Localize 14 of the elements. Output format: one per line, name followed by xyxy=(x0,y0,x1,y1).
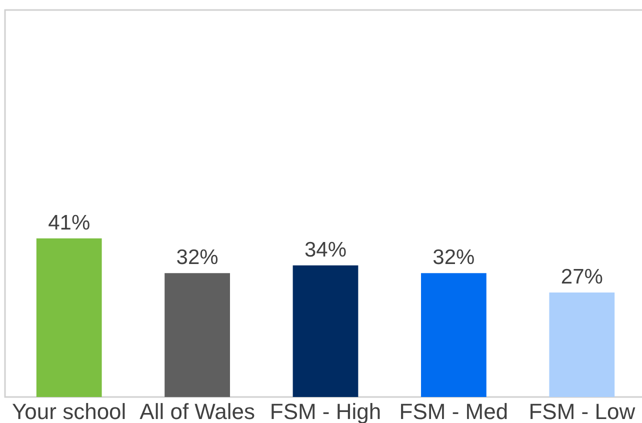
data-label: 27% xyxy=(560,266,603,289)
bar xyxy=(549,292,615,397)
bar xyxy=(164,273,230,397)
data-label: 41% xyxy=(48,211,90,234)
data-label: 32% xyxy=(432,246,475,270)
bar xyxy=(36,238,102,397)
bar xyxy=(421,273,486,397)
data-label: 34% xyxy=(304,238,347,262)
x-tick-label: Your school xyxy=(12,399,126,423)
x-tick-label: All of Wales xyxy=(140,399,255,423)
data-label: 32% xyxy=(176,246,218,270)
x-tick-label: FSM - Med xyxy=(399,399,508,423)
x-tick-label: FSM - Low xyxy=(528,399,636,423)
bar xyxy=(292,265,358,397)
